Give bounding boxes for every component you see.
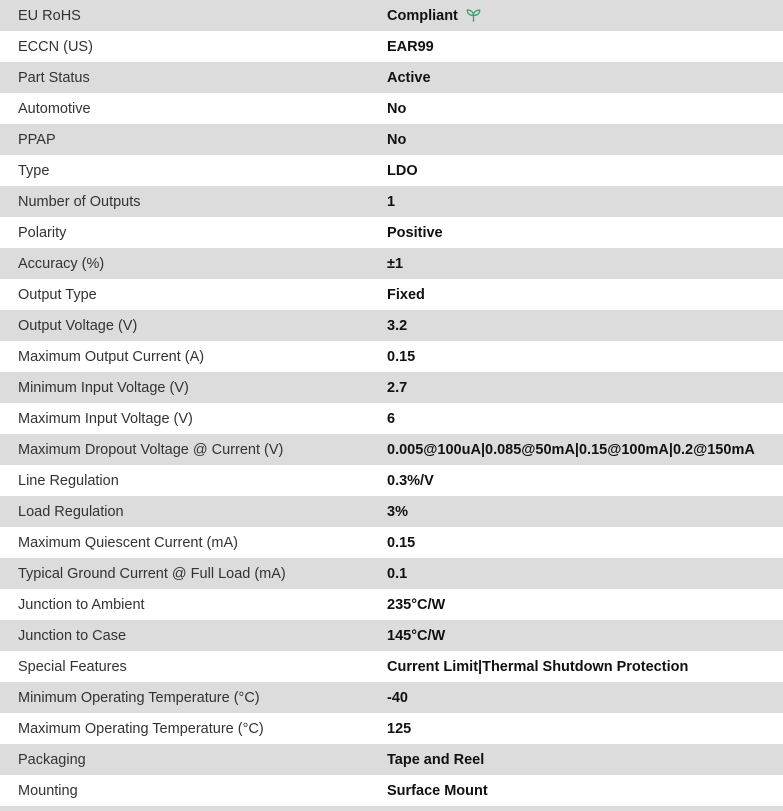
spec-label: Special Features <box>18 658 127 675</box>
table-row: Output Voltage (V) 3.2 <box>0 310 783 341</box>
spec-value: EAR99 <box>387 38 434 55</box>
table-row-partial <box>0 806 783 811</box>
spec-value: 0.15 <box>387 534 416 551</box>
table-row: Minimum Input Voltage (V) 2.7 <box>0 372 783 403</box>
table-row: Minimum Operating Temperature (°C) -40 <box>0 682 783 713</box>
spec-value: 6 <box>387 410 396 427</box>
spec-label: Polarity <box>18 224 67 241</box>
table-row: Polarity Positive <box>0 217 783 248</box>
table-row: Maximum Dropout Voltage @ Current (V) 0.… <box>0 434 783 465</box>
spec-value: 235°C/W <box>387 596 446 613</box>
table-row: Number of Outputs 1 <box>0 186 783 217</box>
table-row: Mounting Surface Mount <box>0 775 783 806</box>
spec-label: Output Voltage (V) <box>18 317 138 334</box>
spec-label: EU RoHS <box>18 7 81 24</box>
spec-label: Output Type <box>18 286 97 303</box>
spec-value: Active <box>387 69 431 86</box>
spec-value: 0.005@100uA|0.085@50mA|0.15@100mA|0.2@15… <box>387 441 755 458</box>
table-row: Line Regulation 0.3%/V <box>0 465 783 496</box>
spec-label: Junction to Ambient <box>18 596 145 613</box>
table-row: ECCN (US) EAR99 <box>0 31 783 62</box>
spec-label: Typical Ground Current @ Full Load (mA) <box>18 565 286 582</box>
spec-label: Load Regulation <box>18 503 124 520</box>
spec-label: Maximum Quiescent Current (mA) <box>18 534 238 551</box>
spec-value: 0.3%/V <box>387 472 434 489</box>
spec-value: 1 <box>387 193 396 210</box>
spec-value: Surface Mount <box>387 782 488 799</box>
spec-value: Positive <box>387 224 443 241</box>
spec-label: Packaging <box>18 751 86 768</box>
spec-value: 145°C/W <box>387 627 446 644</box>
table-row: Maximum Input Voltage (V) 6 <box>0 403 783 434</box>
spec-value: -40 <box>387 689 408 706</box>
table-row: Typical Ground Current @ Full Load (mA) … <box>0 558 783 589</box>
spec-label: Maximum Dropout Voltage @ Current (V) <box>18 441 284 458</box>
leaf-sprout-icon <box>465 8 482 23</box>
table-row: Maximum Operating Temperature (°C) 125 <box>0 713 783 744</box>
table-row: Junction to Ambient 235°C/W <box>0 589 783 620</box>
spec-label: Accuracy (%) <box>18 255 105 272</box>
spec-value: 3% <box>387 503 408 520</box>
spec-value: Compliant <box>387 8 783 24</box>
spec-value: No <box>387 131 407 148</box>
spec-value: 125 <box>387 720 412 737</box>
spec-label: Line Regulation <box>18 472 119 489</box>
spec-value: Tape and Reel <box>387 751 485 768</box>
table-row: Automotive No <box>0 93 783 124</box>
table-row: Output Type Fixed <box>0 279 783 310</box>
table-row: Accuracy (%) ±1 <box>0 248 783 279</box>
spec-label: Maximum Input Voltage (V) <box>18 410 193 427</box>
spec-value-text: Compliant <box>387 7 458 24</box>
spec-value: Current Limit|Thermal Shutdown Protectio… <box>387 658 689 675</box>
table-row: PPAP No <box>0 124 783 155</box>
spec-label: Maximum Operating Temperature (°C) <box>18 720 264 737</box>
spec-label: Mounting <box>18 782 78 799</box>
table-row: EU RoHS Compliant <box>0 0 783 31</box>
spec-value: No <box>387 100 407 117</box>
spec-label: PPAP <box>18 131 56 148</box>
table-row: Load Regulation 3% <box>0 496 783 527</box>
spec-label: ECCN (US) <box>18 38 93 55</box>
spec-value: Fixed <box>387 286 425 303</box>
table-row: Junction to Case 145°C/W <box>0 620 783 651</box>
spec-label: Number of Outputs <box>18 193 141 210</box>
table-row: Maximum Output Current (A) 0.15 <box>0 341 783 372</box>
spec-value: 0.15 <box>387 348 416 365</box>
table-row: Special Features Current Limit|Thermal S… <box>0 651 783 682</box>
spec-value: LDO <box>387 162 418 179</box>
table-row: Type LDO <box>0 155 783 186</box>
spec-value: 3.2 <box>387 317 408 334</box>
spec-label: Part Status <box>18 69 90 86</box>
spec-value: 0.1 <box>387 565 408 582</box>
spec-value: 2.7 <box>387 379 408 396</box>
spec-label: Type <box>18 162 50 179</box>
spec-label: Maximum Output Current (A) <box>18 348 205 365</box>
table-row: Maximum Quiescent Current (mA) 0.15 <box>0 527 783 558</box>
spec-label: Minimum Operating Temperature (°C) <box>18 689 260 706</box>
spec-label: Automotive <box>18 100 91 117</box>
table-row: Packaging Tape and Reel <box>0 744 783 775</box>
spec-label: Minimum Input Voltage (V) <box>18 379 189 396</box>
table-row: Part Status Active <box>0 62 783 93</box>
spec-value: ±1 <box>387 255 404 272</box>
spec-label: Junction to Case <box>18 627 127 644</box>
